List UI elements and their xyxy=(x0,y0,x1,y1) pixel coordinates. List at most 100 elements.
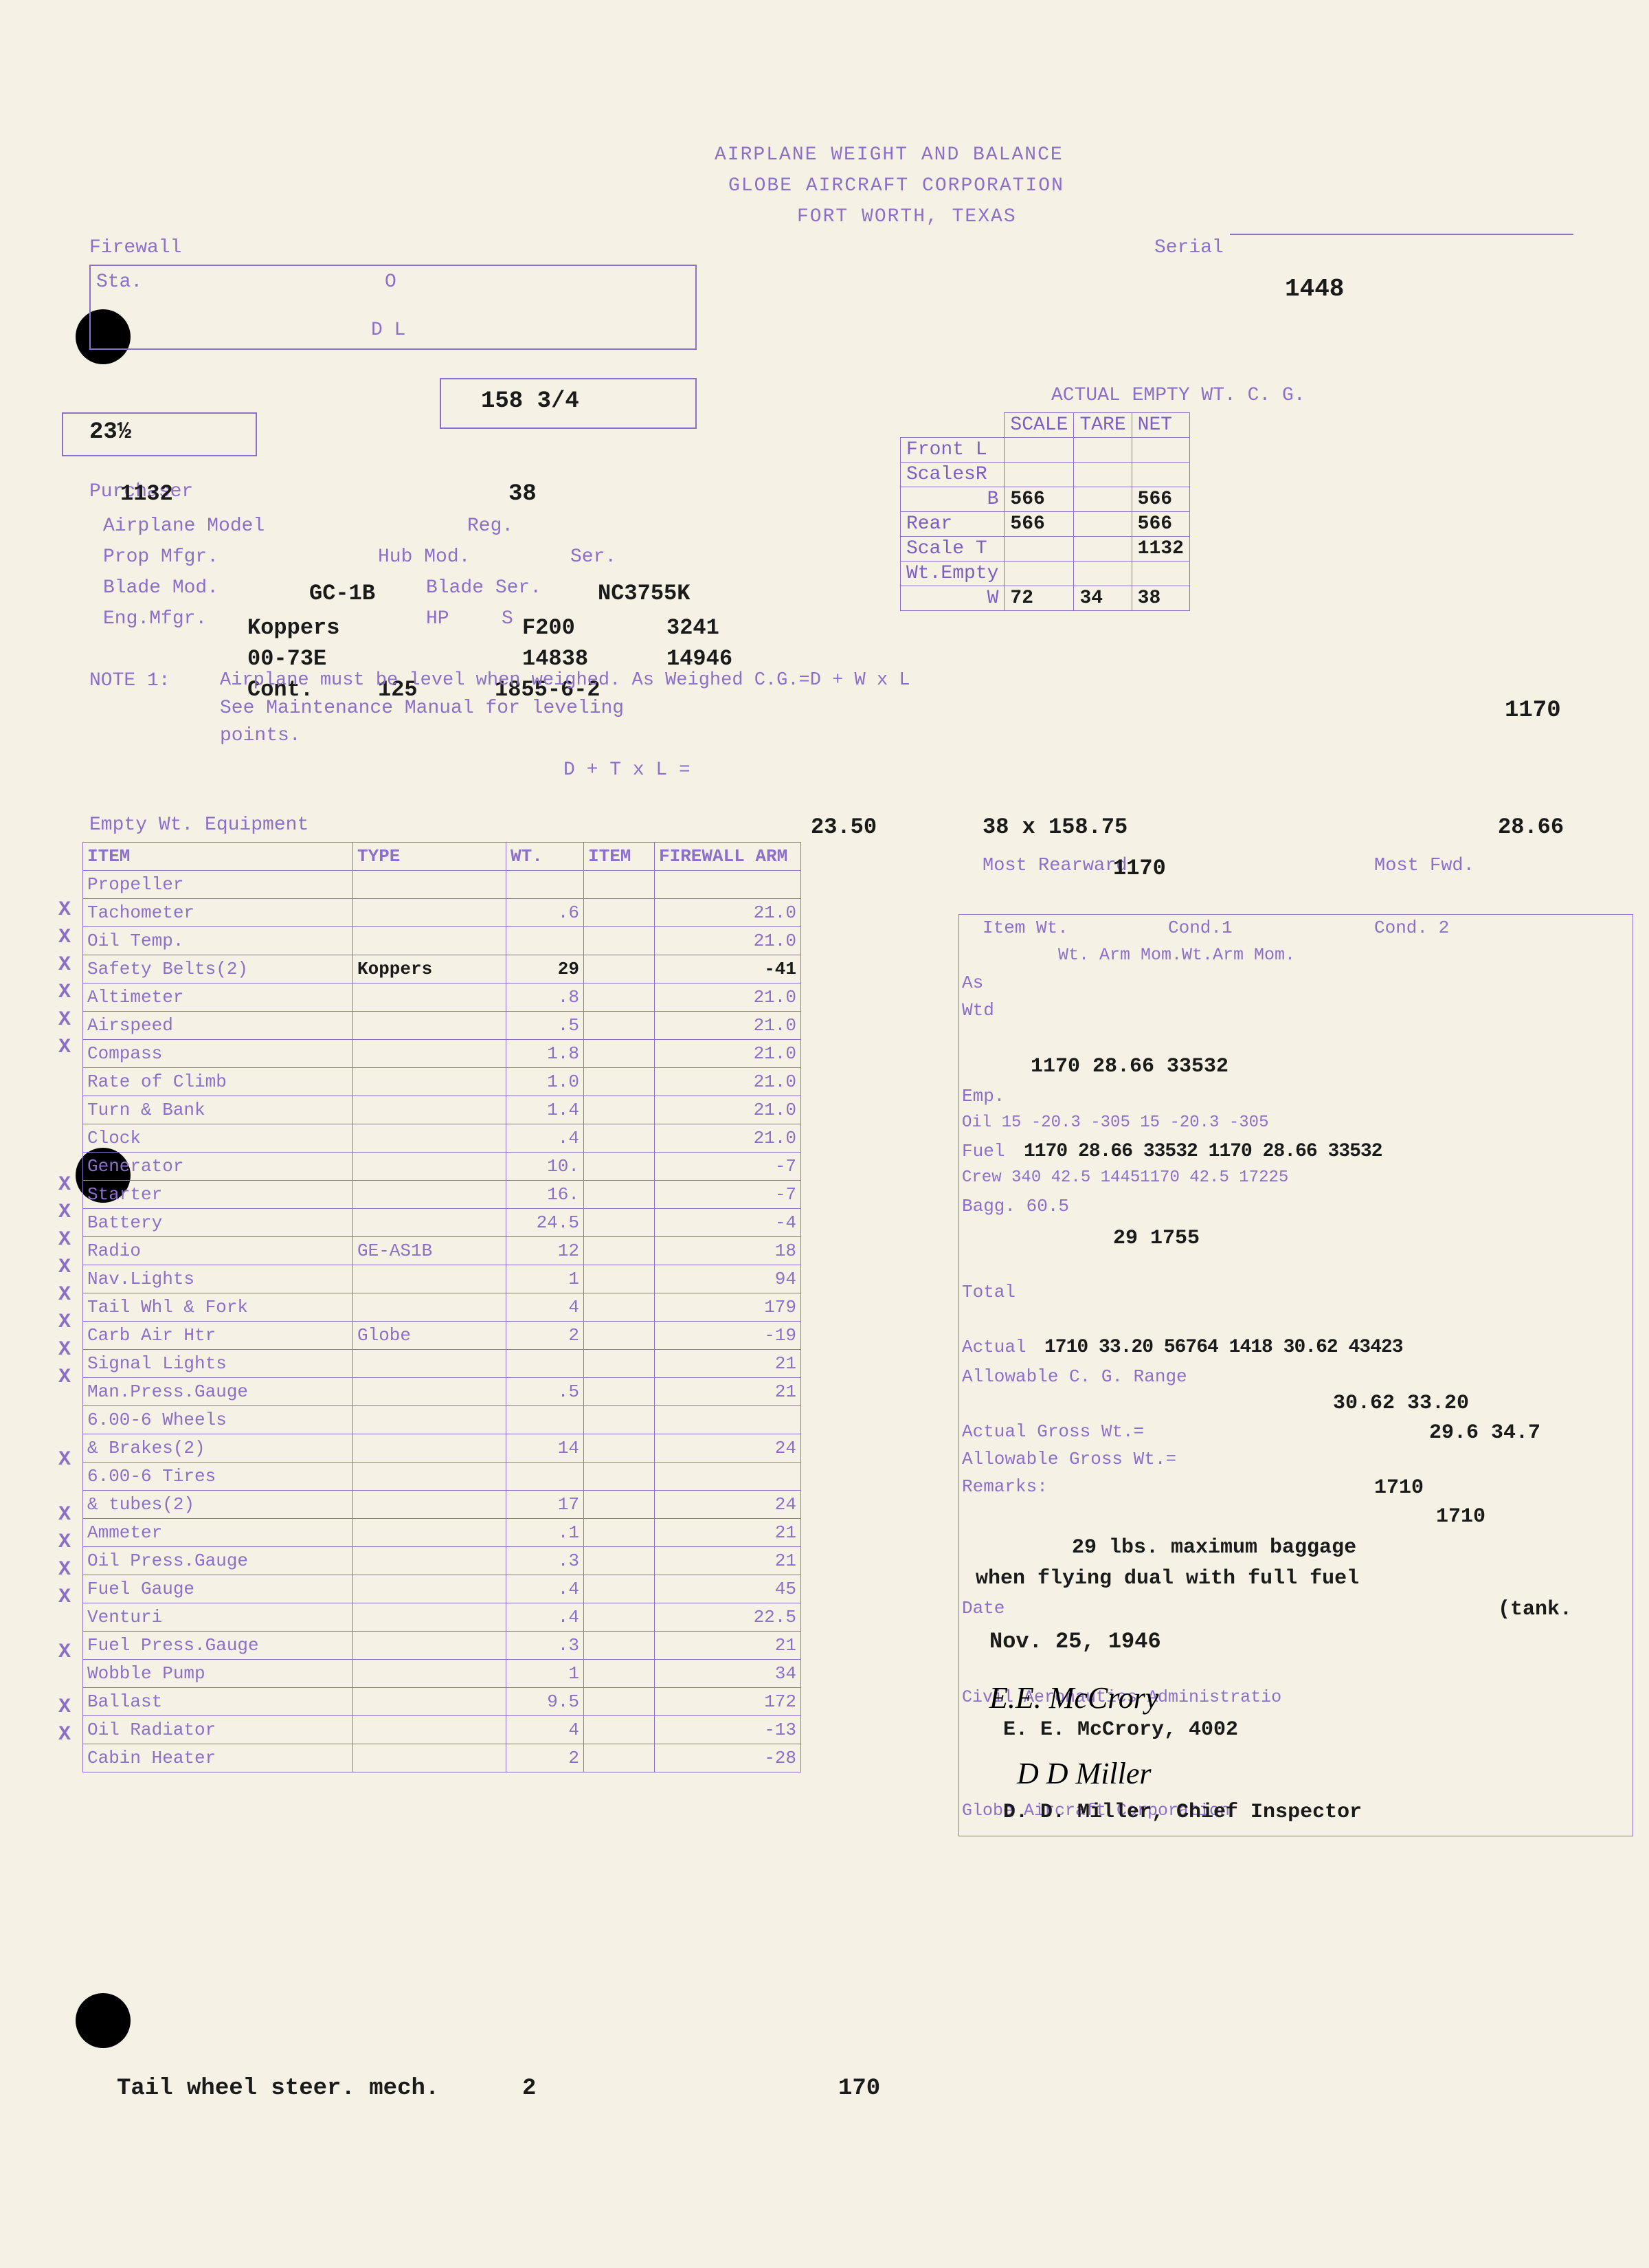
table-cell xyxy=(584,1434,655,1463)
emp-label: Emp. xyxy=(962,1086,1005,1107)
table-cell: Carb Air Htr xyxy=(83,1322,353,1350)
table-cell xyxy=(584,1491,655,1519)
table-row: Oil Press.Gauge.321 xyxy=(83,1547,801,1575)
table-row: Nav.Lights194 xyxy=(83,1265,801,1293)
serial-value: 1448 xyxy=(1285,275,1344,303)
x-mark: X xyxy=(58,1586,71,1609)
table-cell xyxy=(584,955,655,983)
remarks-1710a: 1710 xyxy=(1374,1476,1424,1500)
table-cell xyxy=(584,1124,655,1153)
firewall-val2: 23½ xyxy=(89,419,131,445)
equipment-table: ITEM TYPE WT. ITEM FIREWALL ARM Propelle… xyxy=(82,842,801,1772)
col-item: ITEM xyxy=(83,843,353,871)
table-cell: & tubes(2) xyxy=(83,1491,353,1519)
table-cell: 22.5 xyxy=(655,1603,801,1632)
table-cell: Propeller xyxy=(83,871,353,899)
total-label: Total xyxy=(962,1282,1016,1302)
most-rearward: Most Rearward xyxy=(983,856,1128,876)
x-mark: X xyxy=(58,1008,71,1032)
table-row: Ammeter.121 xyxy=(83,1519,801,1547)
table-cell xyxy=(584,1350,655,1378)
airplane-model-label: Airplane Model xyxy=(103,515,265,537)
x-mark: X xyxy=(58,1311,71,1334)
item-wt: Item Wt. xyxy=(983,918,1068,938)
hp-val: F200 xyxy=(522,615,575,641)
table-cell xyxy=(506,871,584,899)
model-val: GC-1B xyxy=(309,581,375,606)
allowable-cg-vals: 30.62 33.20 xyxy=(1333,1392,1469,1415)
table-cell xyxy=(506,1350,584,1378)
table-cell xyxy=(353,983,506,1012)
table-cell xyxy=(584,1632,655,1660)
table-cell xyxy=(353,1124,506,1153)
table-cell: Radio xyxy=(83,1237,353,1265)
table-cell: Safety Belts(2) xyxy=(83,955,353,983)
ser-label: Ser. xyxy=(570,546,616,568)
signature-2: D D Miller xyxy=(1017,1756,1152,1791)
table-cell: -13 xyxy=(655,1716,801,1744)
x-mark: X xyxy=(58,1531,71,1554)
as-label: As xyxy=(962,972,983,993)
table-cell: Airspeed xyxy=(83,1012,353,1040)
b-label: B xyxy=(987,489,999,510)
table-cell: .3 xyxy=(506,1547,584,1575)
table-row: Man.Press.Gauge.521 xyxy=(83,1378,801,1406)
table-row: Safety Belts(2)Koppers29-41 xyxy=(83,955,801,983)
fuel-label: Fuel xyxy=(962,1141,1005,1161)
sig1-name: E. E. McCrory, 4002 xyxy=(1003,1718,1238,1742)
eng-mfg-label: Eng.Mfgr. xyxy=(103,608,207,630)
note1-label: NOTE 1: xyxy=(89,670,170,691)
table-cell xyxy=(584,1153,655,1181)
most-fwd: Most Fwd. xyxy=(1374,856,1474,876)
table-cell: 24 xyxy=(655,1434,801,1463)
table-row: Propeller xyxy=(83,871,801,899)
header-title-1: AIRPLANE WEIGHT AND BALANCE xyxy=(715,144,1064,166)
col-firewall: FIREWALL ARM xyxy=(655,843,801,871)
table-cell: 21.0 xyxy=(655,1124,801,1153)
x-mark: X xyxy=(58,1503,71,1526)
firewall-o: O xyxy=(385,271,396,293)
table-row: Turn & Bank1.421.0 xyxy=(83,1096,801,1124)
table-cell xyxy=(584,1406,655,1434)
table-cell: .4 xyxy=(506,1124,584,1153)
table-cell: Battery xyxy=(83,1209,353,1237)
table-cell: Oil Radiator xyxy=(83,1716,353,1744)
x-mark: X xyxy=(58,898,71,922)
table-cell: 6.00-6 Wheels xyxy=(83,1406,353,1434)
table-cell: 2 xyxy=(506,1322,584,1350)
table-cell xyxy=(353,1575,506,1603)
table-cell xyxy=(353,927,506,955)
w-net: 38 xyxy=(1132,586,1189,611)
table-row: Oil Radiator4-13 xyxy=(83,1716,801,1744)
punch-hole-3 xyxy=(76,1993,131,2048)
signature-1: E.E. McCrory xyxy=(989,1680,1158,1715)
sig2-name: D. D. Miller, Chief Inspector xyxy=(1003,1801,1362,1824)
cond1: Cond.1 xyxy=(1168,918,1233,938)
table-cell: -28 xyxy=(655,1744,801,1772)
table-cell: 6.00-6 Tires xyxy=(83,1463,353,1491)
final-1170: 1170 xyxy=(1505,698,1561,724)
table-cell xyxy=(584,1181,655,1209)
footer-wt: 2 xyxy=(522,2076,536,2102)
table-cell xyxy=(353,1350,506,1378)
scale-t: Scale T xyxy=(901,537,1005,562)
table-row: Fuel Gauge.445 xyxy=(83,1575,801,1603)
table-cell xyxy=(353,1181,506,1209)
table-row: Tachometer.621.0 xyxy=(83,899,801,927)
table-cell xyxy=(353,1406,506,1434)
x-mark: X xyxy=(58,1366,71,1389)
ser-val: 3241 xyxy=(666,615,719,641)
table-cell xyxy=(353,1096,506,1124)
remarks-text2: when flying dual with full fuel xyxy=(976,1567,1359,1590)
x-mark: X xyxy=(58,1201,71,1224)
table-cell: 29 xyxy=(506,955,584,983)
table-cell: Fuel Gauge xyxy=(83,1575,353,1603)
table-cell xyxy=(584,1040,655,1068)
table-cell: Man.Press.Gauge xyxy=(83,1378,353,1406)
equip-header: Empty Wt. Equipment xyxy=(89,814,309,836)
table-row: Starter16.-7 xyxy=(83,1181,801,1209)
table-cell xyxy=(353,1519,506,1547)
table-cell xyxy=(506,927,584,955)
x-mark: X xyxy=(58,1696,71,1719)
table-cell xyxy=(584,1547,655,1575)
